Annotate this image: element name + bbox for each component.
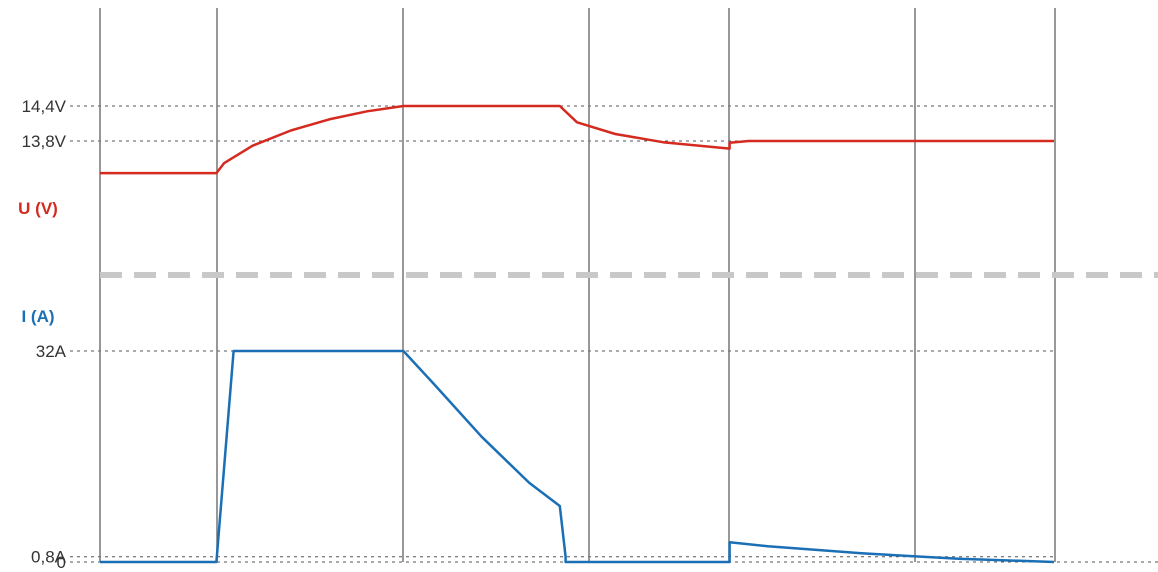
series-lines [99,104,1055,564]
tick-label: 0,8A [31,548,67,567]
current-series-line [100,349,1055,564]
voltage-axis-title: U (V) [18,199,58,218]
current-axis-title: I (A) [21,307,54,326]
guide-lines: 14,4V 13,8V 32A 0,8A0 [22,97,1158,572]
axis-labels: U (V) I (A) [18,199,58,326]
tick-label: 0 [57,553,66,572]
tick-label: 32A [36,342,67,361]
voltage-series-line [99,104,1054,175]
tick-label: 13,8V [22,132,67,151]
phase-divider-lines [99,8,1056,562]
tick-label: 14,4V [22,97,67,116]
